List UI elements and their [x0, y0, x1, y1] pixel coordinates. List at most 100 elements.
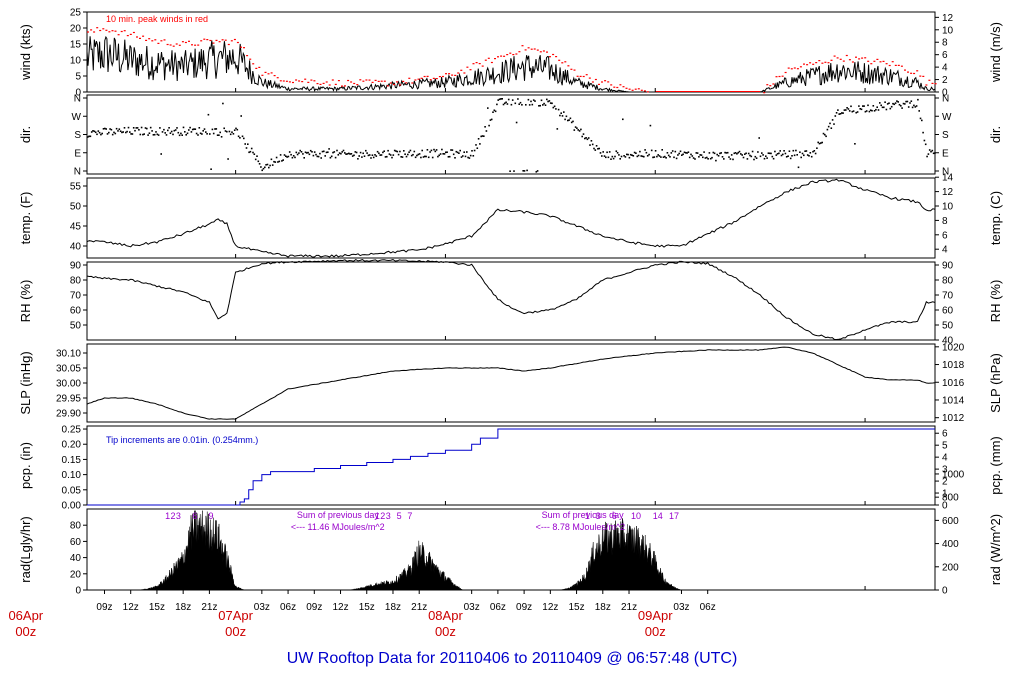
dir-point: [774, 150, 776, 153]
dir-point: [202, 130, 204, 132]
dir-point: [845, 109, 847, 111]
dir-point: [195, 132, 198, 135]
dir-point: [258, 163, 261, 165]
dir-point: [751, 150, 754, 153]
wind-peak-dot: [108, 31, 111, 33]
dir-point: [161, 131, 164, 133]
dir-point: [340, 152, 342, 155]
dir-point: [93, 130, 96, 133]
rad-area: [87, 510, 935, 591]
dir-point: [793, 154, 796, 157]
dir-point: [250, 147, 253, 150]
dir-point: [624, 156, 627, 158]
rad-sum-line1: Sum of previous day: [542, 510, 625, 520]
dir-point: [338, 152, 341, 154]
wind-peak-dot: [386, 85, 389, 87]
right-tick-label-slp: 1018: [942, 360, 965, 371]
wind-peak-dot: [799, 66, 802, 68]
dir-point: [917, 98, 919, 101]
wind-peak-dot: [509, 52, 512, 54]
wind-peak-dot: [218, 41, 221, 43]
dir-point: [561, 115, 564, 117]
dir-point: [653, 156, 656, 158]
dir-point: [637, 154, 640, 157]
wind-peak-dot: [573, 69, 576, 71]
wind-peak-dot: [230, 40, 233, 42]
left-tick-label-rad: 40: [70, 553, 82, 564]
dir-point: [240, 115, 242, 117]
dir-point: [552, 106, 555, 109]
dir-point: [620, 155, 623, 158]
dir-point: [709, 157, 712, 160]
dir-point: [349, 153, 351, 155]
dir-point: [543, 102, 545, 105]
right-tick-label-rad: 600: [942, 516, 959, 527]
dir-point: [409, 149, 412, 152]
dir-point: [244, 143, 246, 145]
dir-point: [771, 155, 774, 158]
dir-point: [468, 157, 471, 159]
dir-point: [855, 111, 857, 114]
wind-peak-dot: [157, 42, 160, 44]
dir-point: [484, 126, 486, 128]
dir-point: [868, 110, 871, 113]
dir-point: [568, 119, 570, 121]
dir-point: [344, 152, 346, 154]
dir-point: [88, 135, 90, 138]
dir-point: [460, 156, 463, 158]
dir-point: [429, 151, 431, 153]
dir-point: [152, 134, 155, 136]
wind-peak-dot: [637, 88, 640, 90]
dir-point: [703, 151, 705, 153]
wind-peak-dot: [368, 79, 371, 81]
dir-point: [184, 131, 186, 133]
x-tick-label: 18z: [385, 602, 401, 613]
right-tick-label-slp: 1016: [942, 378, 965, 389]
dir-point: [490, 118, 493, 121]
wind-peak-dot: [490, 61, 493, 64]
dir-point: [346, 153, 349, 155]
rad-hour-mark: 6: [192, 511, 197, 521]
dir-point: [277, 161, 279, 163]
dir-point: [451, 149, 454, 151]
dir-point: [553, 105, 556, 108]
y-axis-right-label-slp: SLP (hPa): [988, 353, 1003, 413]
dir-point: [694, 158, 696, 160]
wind-peak-dot: [766, 84, 769, 86]
dir-point: [233, 129, 236, 131]
wind-peak-dot: [377, 80, 380, 82]
dir-point: [136, 127, 139, 129]
dir-point: [414, 156, 417, 159]
dir-point: [308, 153, 311, 156]
wind-peak-dot: [325, 81, 328, 83]
left-tick-label-wind: 0: [75, 88, 81, 99]
wind-peak-dot: [160, 40, 163, 42]
dir-point: [232, 133, 235, 135]
dir-point: [485, 130, 488, 132]
dir-point: [536, 170, 539, 172]
wind-peak-dot: [894, 64, 897, 66]
dir-point: [437, 155, 439, 158]
dir-point: [176, 127, 178, 129]
dir-point: [370, 157, 372, 159]
dir-point: [724, 151, 726, 154]
dir-point: [632, 155, 635, 157]
wind-peak-dot: [570, 68, 573, 70]
wind-peak-dot: [558, 59, 561, 61]
wind-peak-dot: [867, 60, 870, 62]
dir-point: [345, 153, 347, 155]
x-tick-label: 06z: [280, 602, 296, 613]
dir-point: [629, 153, 632, 156]
wind-peak-dot: [408, 77, 411, 79]
wind-peak-dot: [236, 41, 239, 44]
dir-point: [875, 108, 877, 111]
dir-point: [606, 151, 608, 154]
dir-point: [475, 144, 477, 146]
wind-peak-dot: [845, 54, 848, 57]
right-tick-label-temp: 6: [942, 230, 948, 241]
x-tick-label: 15z: [149, 602, 165, 613]
dir-point: [721, 156, 724, 158]
wind-peak-dot: [279, 80, 282, 82]
rad-hour-marks-3: 1 3 6 10 14 17: [585, 511, 679, 521]
dir-point: [386, 155, 388, 158]
